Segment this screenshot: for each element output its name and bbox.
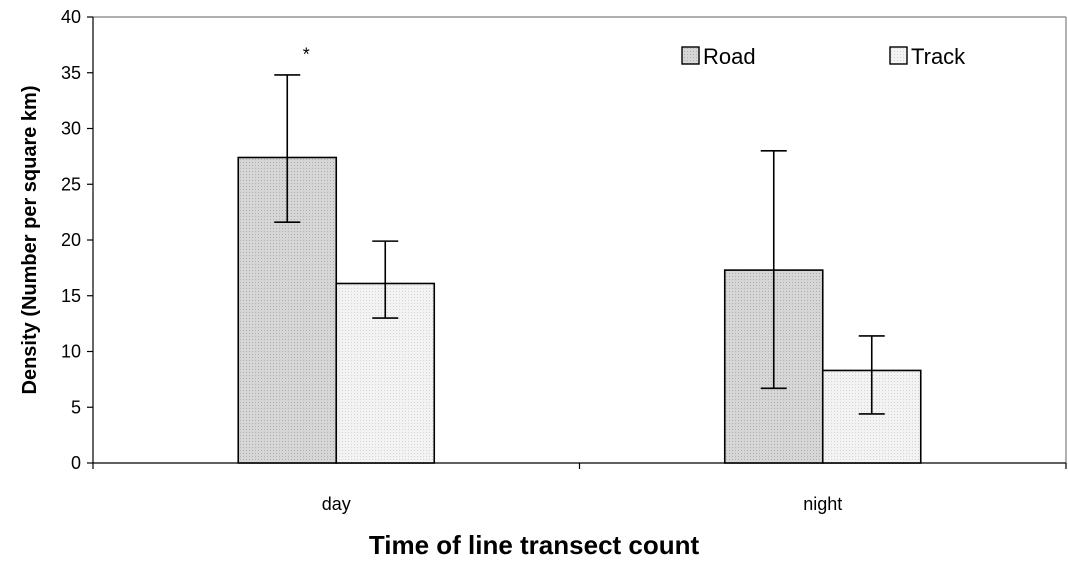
y-tick-label: 25 [61,174,81,194]
legend-swatch [889,46,908,65]
y-tick-label: 0 [71,453,81,473]
legend-item-track: Track [889,44,966,69]
legend-swatch [681,46,700,65]
x-axis: day night [92,462,1067,514]
legend: Road Track [681,44,966,69]
x-tick-label-day: day [322,494,351,514]
x-axis-title: Time of line transect count [369,530,700,560]
x-tick-label-night: night [803,494,842,514]
y-tick-label: 40 [61,7,81,27]
y-tick-label: 30 [61,119,81,139]
y-axis: 0 5 10 15 20 25 30 35 40 [61,7,94,473]
bars-group [237,156,922,464]
y-tick-label: 20 [61,230,81,250]
legend-label: Road [703,44,756,69]
legend-item-road: Road [681,44,756,69]
y-axis-title: Density (Number per square km) [19,86,41,395]
error-bars-group [274,74,885,415]
legend-label: Track [911,44,966,69]
significance-annotation: * [303,44,310,64]
bar-track-day [335,282,436,464]
y-tick-label: 15 [61,286,81,306]
y-tick-label: 10 [61,342,81,362]
y-tick-label: 35 [61,63,81,83]
annotations-group: * [303,44,310,64]
plot-area [93,16,1067,463]
y-tick-label: 5 [71,397,81,417]
